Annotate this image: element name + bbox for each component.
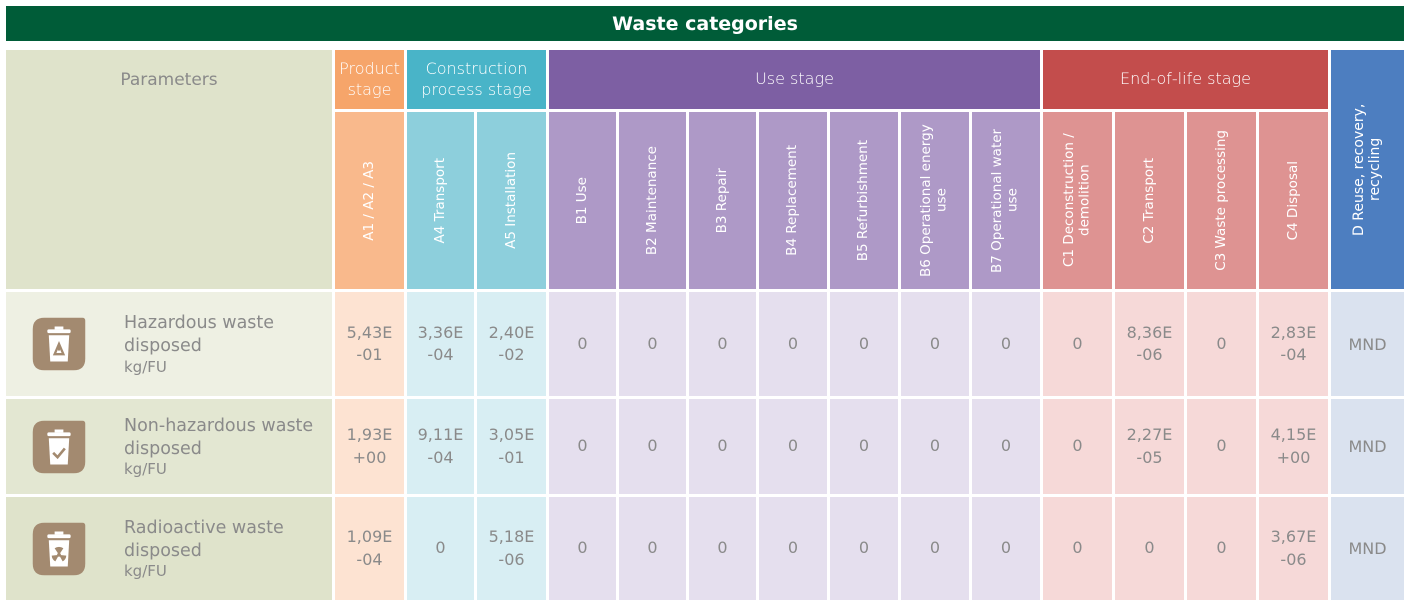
value-cell: 5,43E -01: [335, 292, 404, 396]
parameter-unit: kg/FU: [124, 562, 167, 581]
value-cell: 0: [1043, 399, 1112, 494]
value-cell: 0: [759, 497, 827, 600]
module-label: A1 / A2 / A3: [360, 160, 377, 241]
value-cell: 3,05E -01: [477, 399, 546, 494]
parameter-name: Radioactive waste disposed: [124, 517, 284, 561]
stage-header: Product stage: [335, 50, 404, 109]
value-cell: 0: [972, 292, 1040, 396]
value-cell: 0: [972, 399, 1040, 494]
module-header: B5 Refurbishment: [830, 112, 898, 289]
value-cell: 4,15E +00: [1259, 399, 1328, 494]
module-header: B1 Use: [549, 112, 616, 289]
module-header: B2 Maintenance: [619, 112, 686, 289]
module-header: C4 Disposal: [1259, 112, 1328, 289]
parameter-cell: Radioactive waste disposed kg/FU: [6, 497, 332, 600]
module-header: A1 / A2 / A3: [335, 112, 404, 289]
module-label: C2 Transport: [1140, 157, 1157, 244]
value-cell: 2,83E -04: [1259, 292, 1328, 396]
value-cell: MND: [1331, 497, 1404, 600]
module-header: B6 Operational energy use: [901, 112, 969, 289]
value-cell: 3,36E -04: [407, 292, 474, 396]
module-header: C2 Transport: [1115, 112, 1184, 289]
value-cell: 0: [901, 292, 969, 396]
value-cell: 0: [830, 497, 898, 600]
value-cell: 0: [619, 497, 686, 600]
value-cell: 0: [407, 497, 474, 600]
parameter-cell: Non-hazardous waste disposed kg/FU: [6, 399, 332, 494]
module-label: B4 Replacement: [784, 145, 801, 256]
parameter-cell: Hazardous waste disposed kg/FU: [6, 292, 332, 396]
module-header: A4 Transport: [407, 112, 474, 289]
waste-icon: [32, 522, 86, 575]
module-label: C1 Deconstruction / demolition: [1060, 133, 1093, 268]
module-label: B7 Operational water use: [989, 128, 1021, 273]
module-header: C3 Waste processing: [1187, 112, 1256, 289]
d-label: D Reuse, recovery, recycling: [1351, 103, 1384, 236]
value-cell: 0: [689, 497, 756, 600]
value-cell: 0: [1187, 497, 1256, 600]
value-cell: 0: [1115, 497, 1184, 600]
module-label: B6 Operational energy use: [918, 124, 950, 277]
value-cell: 0: [689, 399, 756, 494]
value-cell: 9,11E -04: [407, 399, 474, 494]
value-cell: 0: [549, 497, 616, 600]
value-cell: MND: [1331, 399, 1404, 494]
module-label: B2 Maintenance: [643, 145, 660, 256]
parameter-unit: kg/FU: [124, 460, 167, 479]
value-cell: 0: [549, 292, 616, 396]
stage-header: Construction process stage: [407, 50, 546, 109]
module-label: C4 Disposal: [1284, 160, 1301, 241]
module-header: B3 Repair: [689, 112, 756, 289]
value-cell: 8,36E -06: [1115, 292, 1184, 396]
module-header: A5 Installation: [477, 112, 546, 289]
value-cell: 3,67E -06: [1259, 497, 1328, 600]
parameters-header: Parameters: [6, 50, 332, 289]
value-cell: 2,40E -02: [477, 292, 546, 396]
value-cell: 0: [830, 292, 898, 396]
parameter-unit: kg/FU: [124, 357, 167, 376]
value-cell: 1,09E -04: [335, 497, 404, 600]
module-label: B3 Repair: [713, 167, 730, 234]
parameter-text: Radioactive waste disposed kg/FU: [124, 517, 319, 581]
parameter-text: Non-hazardous waste disposed kg/FU: [124, 415, 319, 479]
stage-header: End-of-life stage: [1043, 50, 1328, 109]
value-cell: 0: [549, 399, 616, 494]
value-cell: 0: [619, 399, 686, 494]
module-header: C1 Deconstruction / demolition: [1043, 112, 1112, 289]
module-label: B5 Refurbishment: [855, 139, 872, 262]
value-cell: 0: [1043, 292, 1112, 396]
waste-table: Parameters Product stage A1 / A2 / A3 Const…: [6, 50, 1404, 600]
value-cell: 0: [1187, 292, 1256, 396]
value-cell: 2,27E -05: [1115, 399, 1184, 494]
module-label: A5 Installation: [502, 152, 519, 249]
waste-icon: [32, 317, 86, 371]
value-cell: 0: [1043, 497, 1112, 600]
d-header: D Reuse, recovery, recycling: [1331, 50, 1404, 289]
parameter-name: Non-hazardous waste disposed: [124, 415, 314, 459]
value-cell: 0: [901, 497, 969, 600]
value-cell: 0: [689, 292, 756, 396]
value-cell: 0: [759, 292, 827, 396]
value-cell: 0: [972, 497, 1040, 600]
value-cell: MND: [1331, 292, 1404, 396]
value-cell: 0: [901, 399, 969, 494]
value-cell: 1,93E +00: [335, 399, 404, 494]
module-header: B7 Operational water use: [972, 112, 1040, 289]
module-label: B1 Use: [573, 176, 590, 225]
module-label: A4 Transport: [431, 157, 448, 244]
value-cell: 0: [759, 399, 827, 494]
value-cell: 0: [619, 292, 686, 396]
value-cell: 0: [830, 399, 898, 494]
module-header: B4 Replacement: [759, 112, 827, 289]
module-label: C3 Waste processing: [1212, 130, 1229, 271]
waste-icon: [32, 420, 86, 473]
table-title: Waste categories: [6, 6, 1404, 41]
parameter-name: Hazardous waste disposed: [124, 313, 275, 356]
stage-header: Use stage: [549, 50, 1040, 109]
value-cell: 0: [1187, 399, 1256, 494]
parameter-text: Hazardous waste disposed kg/FU: [124, 312, 319, 376]
value-cell: 5,18E -06: [477, 497, 546, 600]
